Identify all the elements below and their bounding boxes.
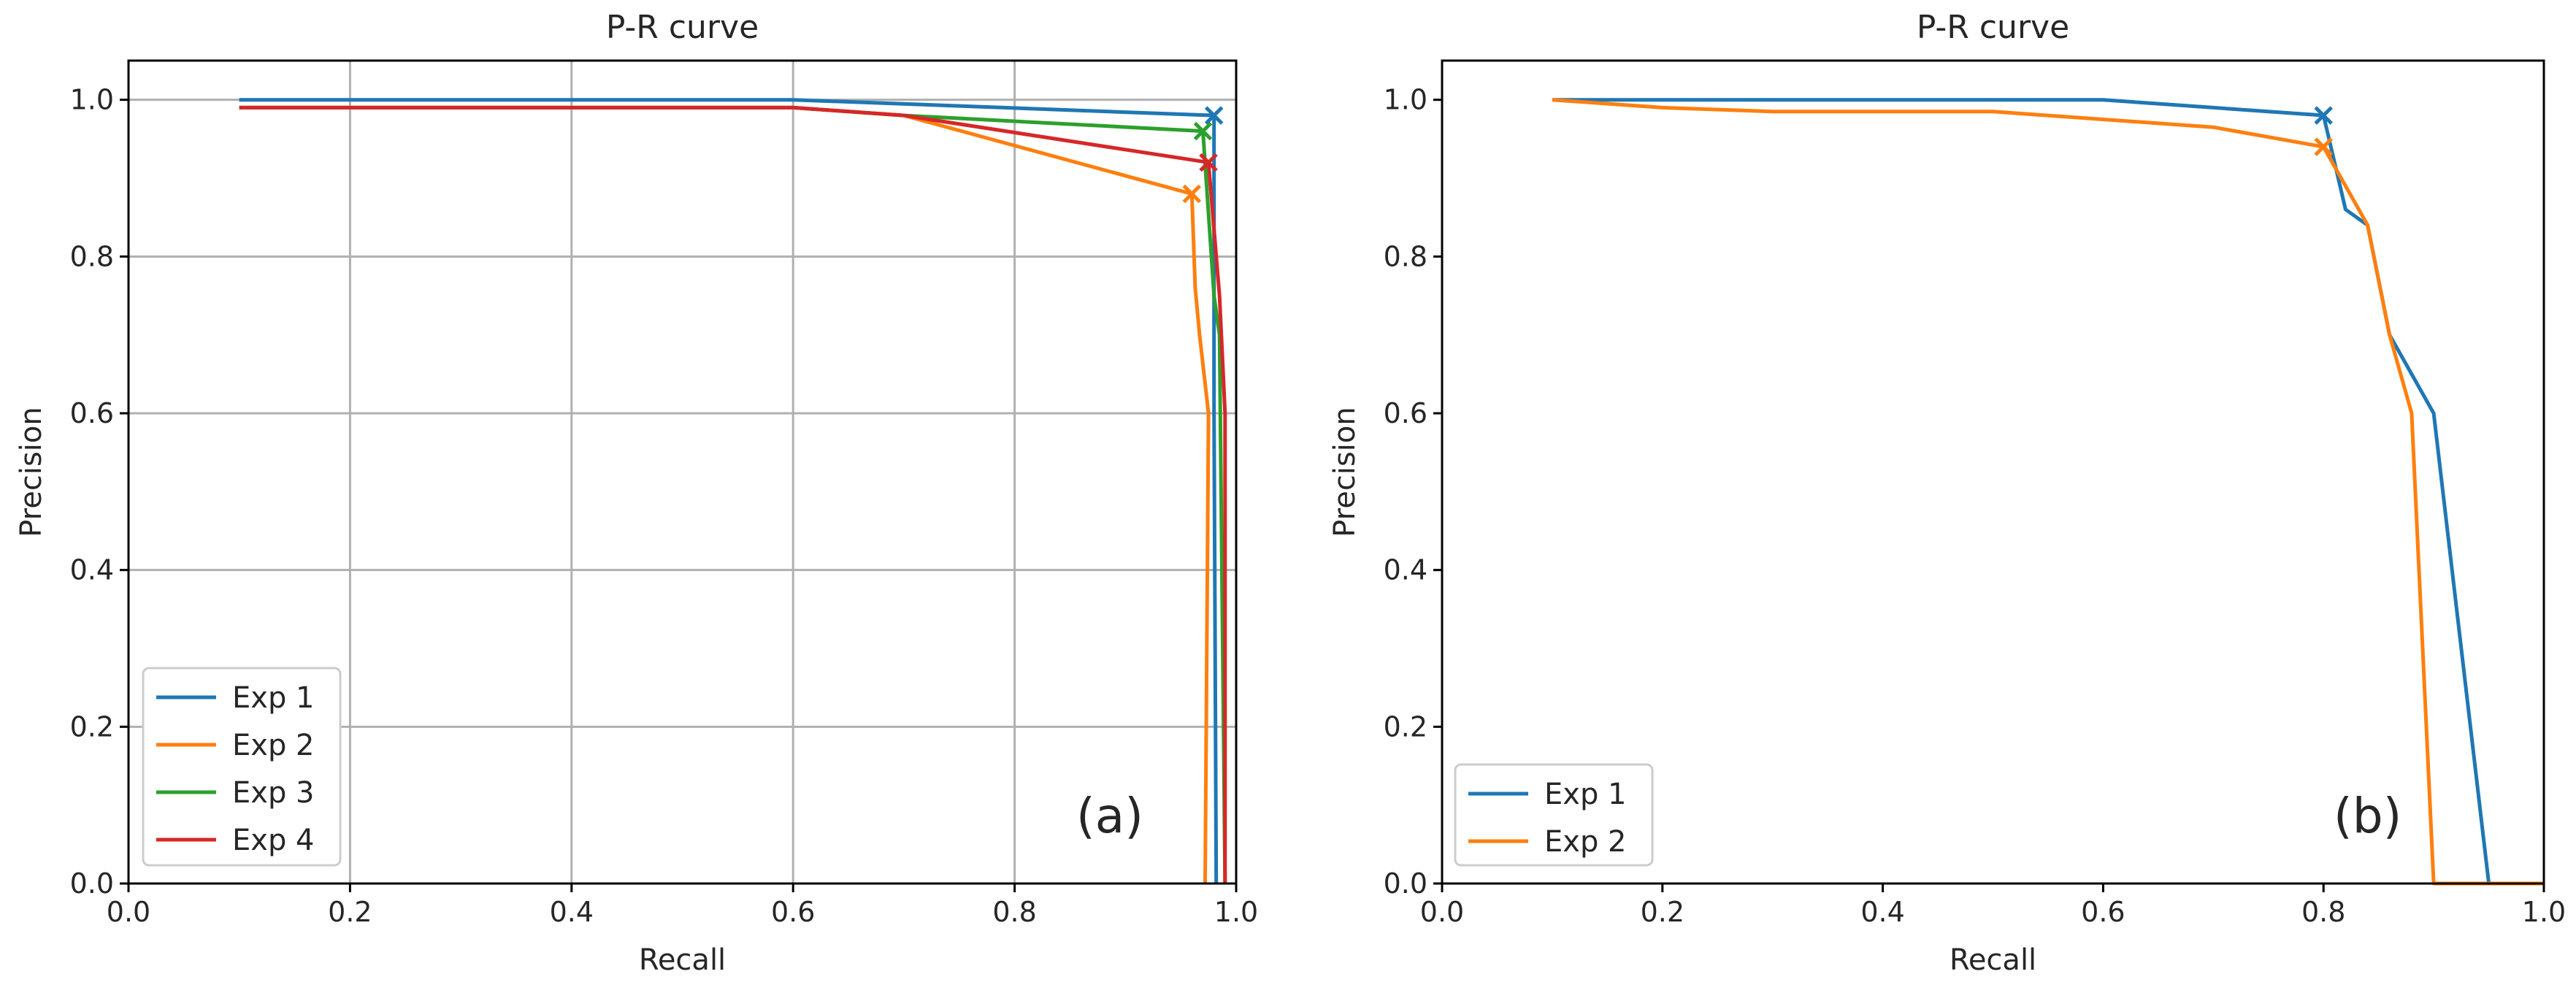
chart-a-x-tick-label: 0.2 [328, 896, 372, 928]
chart-b-marker-exp-1 [2314, 106, 2333, 125]
chart-a-legend-label-exp-3: Exp 3 [232, 776, 315, 810]
chart-b-x-tick-label: 0.2 [1641, 896, 1684, 928]
chart-a-marker-exp-3 [1193, 121, 1213, 141]
chart-a-legend-label-exp-1: Exp 1 [232, 681, 315, 715]
chart-a-marker-exp-2 [1182, 184, 1202, 204]
chart-b-y-axis-label: Precision [1328, 407, 1362, 537]
chart-a-marker-exp-4 [1199, 153, 1218, 172]
chart-b-y-tick-label: 0.4 [1384, 554, 1427, 586]
chart-b-marker-stroke [2314, 137, 2333, 156]
chart-b-x-axis-label: Recall [1950, 943, 2036, 977]
chart-b-marker-exp-2 [2314, 137, 2333, 156]
chart-a-x-tick-label: 0.8 [992, 896, 1036, 928]
chart-b-x-tick-label: 0.6 [2081, 896, 2125, 928]
chart-a-legend: Exp 1 Exp 2 Exp 3 Exp 4 [142, 667, 342, 867]
chart-a-series-line-2 [239, 105, 1211, 884]
chart-a-y-tick-label: 0.0 [70, 867, 114, 900]
chart-b-marker-stroke [2314, 106, 2333, 125]
chart-b-panel-label: (b) [2334, 788, 2401, 844]
chart-a-plot-frame [127, 59, 1238, 885]
chart-b-plot-frame [1441, 59, 2545, 885]
chart-a: 0.0 0.2 0.4 0.6 0.8 1.0 0.0 0.2 0.4 0.6 0.8 1.0 P-R … [15, 9, 1258, 977]
chart-b-y-tick-label: 0.0 [1384, 867, 1427, 900]
chart-b-y-tick-label: 0.8 [1384, 240, 1427, 272]
chart-a-x-tick-label: 0.6 [771, 896, 815, 928]
chart-b: 0.0 0.2 0.4 0.6 0.8 1.0 0.0 0.2 0.4 0.6 0.8 1.0 P-R … [1328, 9, 2566, 977]
chart-a-x-tick-label: 0.4 [550, 896, 594, 928]
chart-b-legend-label-exp-2: Exp 2 [1544, 825, 1627, 859]
chart-a-y-tick-label: 1.0 [70, 84, 114, 116]
chart-a-marker-exp-1 [1204, 106, 1224, 125]
chart-b-legend: Exp 1 Exp 2 [1454, 763, 1654, 867]
chart-a-marker-stroke [1199, 153, 1218, 172]
chart-b-x-tick-label: 0.8 [2301, 896, 2345, 928]
chart-a-series-line-4 [239, 105, 1227, 884]
chart-a-series-line-3 [239, 105, 1227, 884]
chart-a-y-tick-label: 0.4 [70, 554, 114, 586]
chart-a-marker-stroke [1204, 106, 1224, 125]
chart-a-x-tick-label: 0.0 [107, 896, 150, 928]
chart-b-x-tick-label: 1.0 [2522, 896, 2566, 928]
chart-a-marker-stroke [1182, 184, 1202, 204]
chart-a-y-tick-label: 0.2 [70, 710, 114, 743]
chart-b-title: P-R curve [1917, 9, 2069, 46]
chart-a-x-tick-label: 1.0 [1214, 896, 1258, 928]
chart-a-legend-box [142, 667, 342, 867]
chart-b-y-tick-label: 0.2 [1384, 710, 1427, 743]
chart-a-series-line-1 [239, 98, 1219, 884]
chart-b-x-tick-label: 0.0 [1420, 896, 1464, 928]
chart-a-y-axis-label: Precision [15, 407, 48, 537]
chart-a-title: P-R curve [606, 9, 759, 46]
chart-b-series-line-2 [1552, 98, 2544, 886]
chart-b-y-tick-label: 1.0 [1384, 84, 1427, 116]
chart-b-x-tick-label: 0.4 [1860, 896, 1904, 928]
chart-a-legend-label-exp-4: Exp 4 [232, 824, 315, 857]
chart-a-y-tick-label: 0.8 [70, 240, 114, 272]
chart-a-x-axis-label: Recall [639, 943, 726, 977]
chart-a-panel-label: (a) [1076, 788, 1143, 844]
chart-a-marker-stroke [1193, 121, 1213, 141]
chart-b-legend-label-exp-1: Exp 1 [1544, 778, 1627, 811]
chart-b-y-tick-label: 0.6 [1384, 397, 1427, 429]
chart-b-series-line-1 [1552, 98, 2544, 886]
chart-a-y-tick-label: 0.6 [70, 397, 114, 429]
chart-a-legend-label-exp-2: Exp 2 [232, 729, 315, 762]
